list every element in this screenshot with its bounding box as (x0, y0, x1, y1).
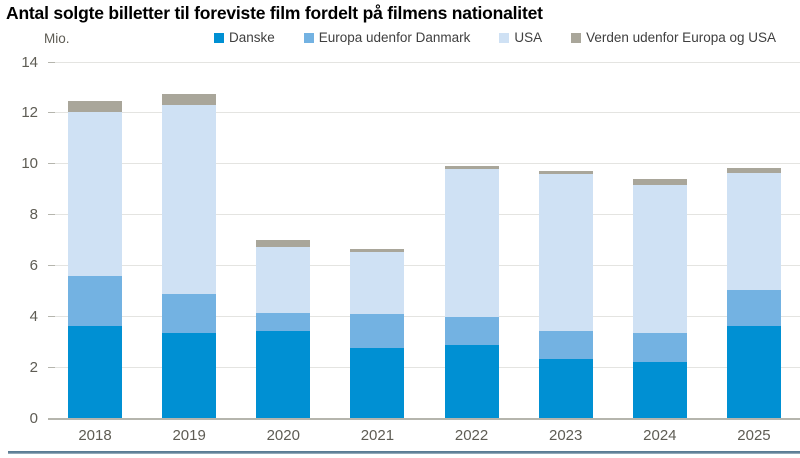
y-tick-label: 14 (21, 53, 38, 71)
bar-2021 (350, 249, 405, 419)
bar-segment-2018-europa-udenfor-danmark (68, 275, 122, 326)
y-tick-label: 12 (21, 104, 38, 122)
legend-swatch-icon (499, 32, 510, 43)
bar-segment-2022-verden-udenfor-europa-og-usa (444, 166, 499, 169)
bar-segment-2025-usa (726, 172, 781, 290)
y-tick-label: 2 (29, 359, 38, 377)
x-axis-line (48, 418, 800, 420)
bar-2018 (68, 101, 122, 419)
x-tick-label-2019: 2019 (172, 427, 206, 444)
legend-item-2: USA (499, 30, 542, 45)
bar-segment-2025-danske (726, 325, 781, 419)
y-axis-unit-label: Mio. (44, 31, 70, 46)
gridline (48, 367, 800, 369)
y-axis-tick (48, 265, 55, 267)
y-tick-label: 6 (29, 257, 38, 275)
bar-2023 (538, 171, 593, 419)
legend-label: Danske (228, 30, 275, 45)
bar-segment-2018-usa (68, 111, 122, 276)
x-tick-label-2025: 2025 (737, 427, 771, 444)
bar-segment-2023-usa (538, 174, 593, 331)
bar-segment-2019-usa (162, 105, 217, 294)
gridline (48, 112, 800, 114)
bar-segment-2021-usa (350, 251, 405, 315)
bar-segment-2022-usa (444, 168, 499, 317)
y-axis-tick (48, 61, 55, 63)
x-tick-label-2023: 2023 (549, 427, 583, 444)
bar-segment-2023-europa-udenfor-danmark (538, 330, 593, 359)
bar-segment-2019-verden-udenfor-europa-og-usa (162, 93, 217, 106)
y-tick-label: 10 (21, 155, 38, 173)
bar-segment-2020-verden-udenfor-europa-og-usa (256, 240, 311, 247)
legend-swatch-icon (303, 32, 314, 43)
bar-segment-2018-verden-udenfor-europa-og-usa (68, 101, 122, 112)
bar-segment-2020-danske (256, 330, 311, 419)
bar-2025 (726, 167, 781, 419)
y-axis-tick (48, 214, 55, 216)
legend-label: Europa udenfor Danmark (318, 30, 471, 45)
bar-segment-2024-danske (632, 362, 687, 419)
y-tick-label: 0 (29, 410, 38, 427)
legend-item-1: Europa udenfor Danmark (303, 30, 471, 45)
gridline (48, 61, 800, 63)
bar-2022 (444, 166, 499, 419)
x-tick-label-2018: 2018 (78, 427, 112, 444)
y-axis-tick (48, 316, 55, 318)
x-tick-label-2021: 2021 (360, 427, 395, 444)
bar-segment-2019-danske (162, 333, 217, 419)
bar-segment-2020-europa-udenfor-danmark (256, 312, 311, 331)
legend-item-3: Verden udenfor Europa og USA (571, 30, 776, 45)
bar-segment-2021-verden-udenfor-europa-og-usa (350, 249, 405, 252)
legend: Danske Europa udenfor Danmark USA Verden ud… (213, 30, 776, 45)
x-tick-label-2020: 2020 (266, 427, 300, 444)
bar-segment-2024-europa-udenfor-danmark (632, 333, 687, 363)
bar-segment-2022-danske (444, 344, 499, 419)
bar-segment-2025-verden-udenfor-europa-og-usa (726, 167, 781, 173)
bar-segment-2024-usa (632, 185, 687, 334)
gridline (48, 214, 800, 216)
y-tick-label: 4 (29, 308, 38, 326)
bar-segment-2018-danske (68, 325, 122, 419)
bar-segment-2021-europa-udenfor-danmark (350, 314, 405, 349)
x-tick-label-2022: 2022 (454, 427, 489, 444)
legend-swatch-icon (571, 32, 582, 43)
y-axis-tick (48, 163, 55, 165)
bar-2024 (632, 179, 687, 419)
bar-segment-2024-verden-udenfor-europa-og-usa (632, 179, 687, 186)
legend-swatch-icon (213, 32, 224, 43)
legend-item-0: Danske (213, 30, 275, 45)
bar-segment-2021-danske (350, 348, 405, 419)
footer-divider (8, 451, 800, 454)
chart-title: Antal solgte billetter til foreviste fil… (6, 3, 543, 23)
legend-label: Verden udenfor Europa og USA (586, 30, 776, 45)
bar-segment-2019-europa-udenfor-danmark (162, 293, 217, 334)
bar-segment-2023-danske (538, 358, 593, 419)
gridline (48, 265, 800, 267)
bar-2020 (256, 240, 311, 419)
legend-label: USA (514, 30, 543, 45)
y-axis-tick (48, 367, 55, 369)
bar-segment-2023-verden-udenfor-europa-og-usa (538, 171, 593, 175)
gridline (48, 163, 800, 165)
y-tick-label: 8 (29, 206, 38, 224)
x-tick-label-2024: 2024 (643, 427, 677, 444)
bar-2019 (162, 93, 217, 419)
bar-segment-2022-europa-udenfor-danmark (444, 316, 499, 345)
bar-segment-2025-europa-udenfor-danmark (726, 289, 781, 326)
y-axis-tick (48, 112, 55, 114)
gridline (48, 316, 800, 318)
bar-segment-2020-usa (256, 246, 311, 313)
